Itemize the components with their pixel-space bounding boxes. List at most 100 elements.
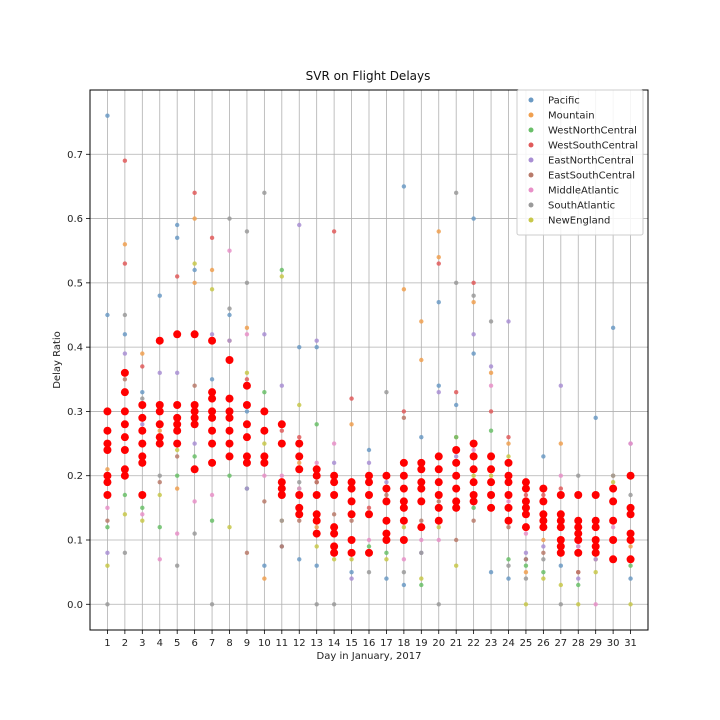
data-point [366,569,372,575]
x-tick-label: 28 [572,638,585,649]
predicted-point [487,503,496,512]
data-point [279,274,285,279]
data-point [558,441,564,446]
data-point [349,396,354,401]
data-point [314,524,319,530]
data-point [122,242,128,247]
x-axis-label: Day in January, 2017 [317,651,422,662]
data-point [140,364,145,369]
predicted-point [277,484,286,493]
predicted-point [591,523,600,532]
data-point [436,299,441,305]
predicted-point [382,529,391,538]
predicted-point [173,401,182,409]
data-point [384,492,389,498]
data-point [541,537,546,543]
predicted-point [330,471,339,480]
predicted-point [591,516,600,525]
x-tick-label: 11 [275,638,288,649]
data-point [140,518,145,523]
data-point [244,486,250,491]
data-point [174,222,180,228]
data-point [209,235,215,241]
data-point [471,518,476,523]
predicted-point [556,536,565,544]
legend-label: NewEngland [548,216,610,227]
data-point [244,280,250,286]
data-point [628,576,633,581]
data-point [506,576,511,581]
predicted-point [155,336,164,345]
predicted-point [347,510,356,519]
predicted-point [347,497,356,506]
data-point [297,479,302,485]
predicted-point [382,536,391,544]
y-tick-label: 0.6 [67,214,83,225]
predicted-point [225,413,234,422]
data-point [523,576,529,581]
data-point [576,473,581,478]
data-point [593,569,598,575]
predicted-point [504,516,513,525]
y-tick-label: 0.4 [67,343,83,354]
predicted-point [365,548,373,557]
data-point [105,467,110,472]
data-point [453,402,459,408]
data-point [384,576,389,581]
x-tick-label: 15 [345,638,358,649]
data-point [436,254,441,260]
data-point [122,261,128,266]
data-points [103,113,635,607]
predicted-point [120,420,129,429]
y-axis-label: Delay Ratio [52,331,63,389]
data-point [297,402,302,408]
data-point [227,524,232,530]
data-point [471,473,476,478]
predicted-point [626,471,635,480]
data-point [471,280,476,286]
data-point [209,332,215,337]
data-point [349,569,354,575]
predicted-point [155,407,164,416]
data-point [419,582,424,588]
data-point [174,473,180,478]
predicted-point [469,497,478,506]
predicted-point [208,336,217,345]
predicted-point [434,503,443,512]
data-point [523,602,529,607]
predicted-point [347,548,356,557]
data-point [122,492,128,498]
predicted-point [539,510,548,519]
data-point [628,492,633,498]
y-tick-label: 0.1 [67,536,83,547]
data-point [105,550,110,556]
predicted-point [208,407,217,416]
data-point [523,492,529,498]
data-point [384,389,389,395]
predicted-point [469,491,478,499]
legend-label: SouthAtlantic [548,201,615,212]
x-tick-label: 17 [380,638,393,649]
predicted-point [417,484,426,493]
data-point [244,332,250,337]
predicted-point [556,516,565,525]
predicted-point [556,491,565,499]
data-point [174,447,180,453]
data-point [628,602,633,607]
x-tick-label: 20 [432,638,445,649]
data-point [488,428,494,433]
x-tick-label: 16 [363,638,376,649]
predicted-point [138,491,147,499]
data-point [140,505,145,511]
data-point [227,216,232,221]
data-point [262,389,267,395]
data-point [488,364,494,369]
data-point [349,518,354,523]
predicted-point [574,491,583,499]
predicted-point [260,458,269,467]
data-point [192,216,197,221]
data-point [122,332,128,337]
data-point [558,602,564,607]
data-point [279,383,285,388]
